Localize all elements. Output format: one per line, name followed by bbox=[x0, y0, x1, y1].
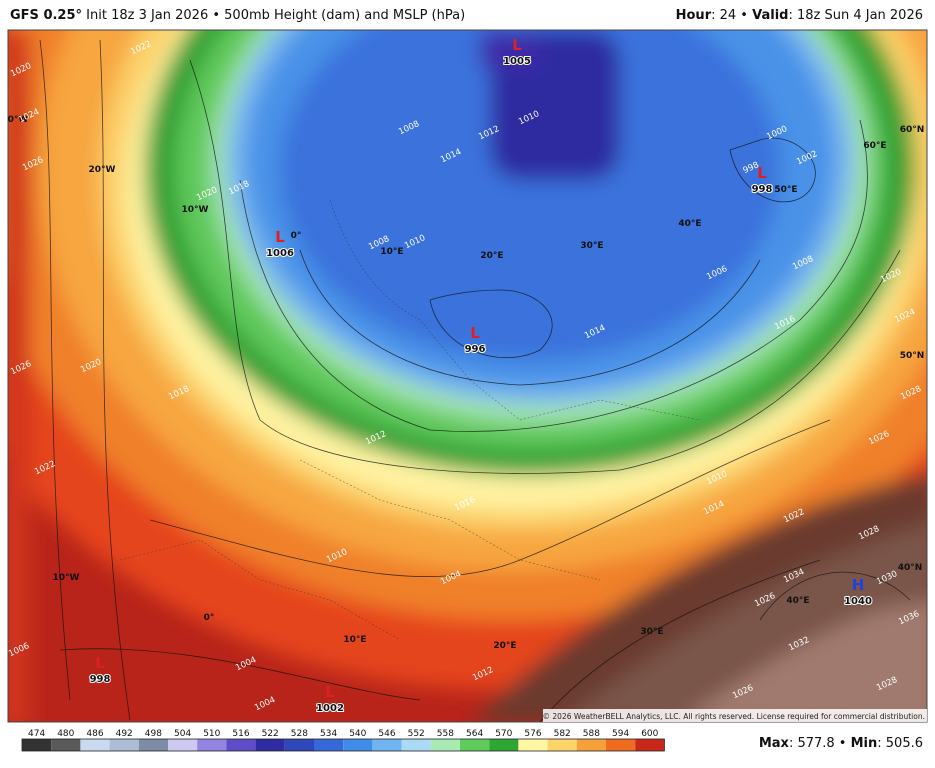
model: GFS 0.25° bbox=[10, 8, 83, 23]
center-letter: L bbox=[325, 683, 335, 701]
legend-swatch bbox=[343, 739, 373, 751]
legend-swatch bbox=[80, 739, 110, 751]
legend-swatch bbox=[547, 739, 577, 751]
grid-label: 20°W bbox=[89, 165, 116, 175]
legend-tick-label: 504 bbox=[174, 729, 191, 739]
legend-swatch bbox=[197, 739, 227, 751]
min-label: Min bbox=[850, 736, 878, 751]
max-value: : 577.8 • bbox=[788, 736, 851, 751]
legend-tick-label: 576 bbox=[524, 729, 541, 739]
grid-label: 60°N bbox=[900, 125, 925, 135]
center-value: 1002 bbox=[316, 703, 344, 714]
valid-label: Valid bbox=[752, 8, 789, 23]
legend-swatch bbox=[168, 739, 198, 751]
copyright-bg bbox=[543, 709, 927, 722]
legend-tick-label: 588 bbox=[583, 729, 600, 739]
legend-swatch bbox=[576, 739, 606, 751]
legend-tick-label: 492 bbox=[116, 729, 133, 739]
legend-swatch bbox=[226, 739, 256, 751]
legend-tick-label: 516 bbox=[232, 729, 249, 739]
center-letter: L bbox=[470, 324, 480, 342]
grid-label: 0° bbox=[204, 613, 215, 623]
legend-tick-label: 594 bbox=[612, 729, 629, 739]
min-value: : 505.6 bbox=[877, 736, 923, 751]
legend-tick-label: 546 bbox=[378, 729, 395, 739]
grid-label: 10°E bbox=[380, 247, 403, 257]
grid-label: 10°W bbox=[182, 205, 209, 215]
legend-swatch bbox=[51, 739, 81, 751]
legend-swatch bbox=[314, 739, 344, 751]
center-letter: L bbox=[757, 164, 767, 182]
legend-swatch bbox=[109, 739, 139, 751]
legend-tick-label: 540 bbox=[349, 729, 366, 739]
legend-swatch bbox=[22, 739, 52, 751]
legend-swatch bbox=[372, 739, 402, 751]
grid-label: 20°E bbox=[480, 251, 503, 261]
contours bbox=[39, 39, 911, 722]
copyright: © 2026 WeatherBELL Analytics, LLC. All r… bbox=[543, 712, 925, 721]
header-left: GFS 0.25° Init 18z 3 Jan 2026 • 500mb He… bbox=[10, 8, 465, 23]
legend-swatch bbox=[138, 739, 168, 751]
footer: Max: 577.8 • Min: 505.6 bbox=[759, 736, 923, 751]
legend-tick-label: 600 bbox=[641, 729, 658, 739]
legend-tick-label: 564 bbox=[466, 729, 483, 739]
legend-swatch bbox=[635, 739, 665, 751]
grid-label: 30°E bbox=[640, 627, 663, 637]
color-legend: 474 480 486 492 498 504 510 516 522 528 534 540 546 5… bbox=[21, 729, 665, 752]
legend-swatch bbox=[460, 739, 490, 751]
hour-value: : 24 • bbox=[711, 8, 753, 23]
center-value: 998 bbox=[90, 674, 111, 685]
legend-swatch bbox=[255, 739, 285, 751]
max-label: Max bbox=[758, 736, 789, 751]
legend-tick-label: 528 bbox=[291, 729, 308, 739]
grid-label: 10°E bbox=[343, 635, 366, 645]
legend-tick-label: 486 bbox=[86, 729, 103, 739]
center-value: 1005 bbox=[503, 56, 531, 67]
legend-tick-label: 474 bbox=[28, 729, 45, 739]
grid-label: 50°N bbox=[900, 351, 925, 361]
grid-label: 30°E bbox=[580, 241, 603, 251]
legend-tick-label: 480 bbox=[57, 729, 74, 739]
grid-label: 40°N bbox=[898, 563, 923, 573]
legend-tick-label: 570 bbox=[495, 729, 512, 739]
grid-label: 50°E bbox=[774, 185, 797, 195]
legend-swatch bbox=[401, 739, 431, 751]
height-field bbox=[8, 30, 927, 722]
legend-tick-label: 498 bbox=[145, 729, 162, 739]
center-letter: H bbox=[852, 576, 865, 594]
center-letter: L bbox=[275, 228, 285, 246]
center-value: 1040 bbox=[844, 596, 872, 607]
header-right: Hour: 24 • Valid: 18z Sun 4 Jan 2026 bbox=[676, 8, 923, 23]
grid-label: 10°W bbox=[53, 573, 80, 583]
center-value: 998 bbox=[752, 184, 773, 195]
legend-frame bbox=[21, 738, 665, 752]
grid-label: 40°E bbox=[678, 219, 701, 229]
legend-tick-label: 510 bbox=[203, 729, 220, 739]
grid-label: 0° bbox=[291, 231, 302, 241]
legend-tick-label: 558 bbox=[437, 729, 454, 739]
center-value: 996 bbox=[465, 344, 486, 355]
hour-label: Hour bbox=[675, 8, 712, 23]
center-letter: L bbox=[512, 36, 522, 54]
description: Init 18z 3 Jan 2026 • 500mb Height (dam)… bbox=[86, 8, 466, 23]
legend-tick-label: 534 bbox=[320, 729, 337, 739]
legend-swatch bbox=[518, 739, 548, 751]
legend-swatch bbox=[606, 739, 636, 751]
legend-tick-label: 582 bbox=[554, 729, 571, 739]
grid-label: 60°E bbox=[863, 141, 886, 151]
center-value: 1006 bbox=[266, 248, 294, 259]
legend-swatch bbox=[284, 739, 314, 751]
legend-tick-label: 552 bbox=[408, 729, 425, 739]
valid-value: : 18z Sun 4 Jan 2026 bbox=[788, 8, 923, 23]
legend-tick-label: 522 bbox=[262, 729, 279, 739]
grid-label: 40°E bbox=[786, 596, 809, 606]
center-letter: L bbox=[95, 654, 105, 672]
grid-label: 0°W bbox=[8, 115, 29, 125]
grid-label: 20°E bbox=[493, 641, 516, 651]
map-frame bbox=[7, 29, 928, 723]
legend-swatch bbox=[430, 739, 460, 751]
legend-swatch bbox=[489, 739, 519, 751]
